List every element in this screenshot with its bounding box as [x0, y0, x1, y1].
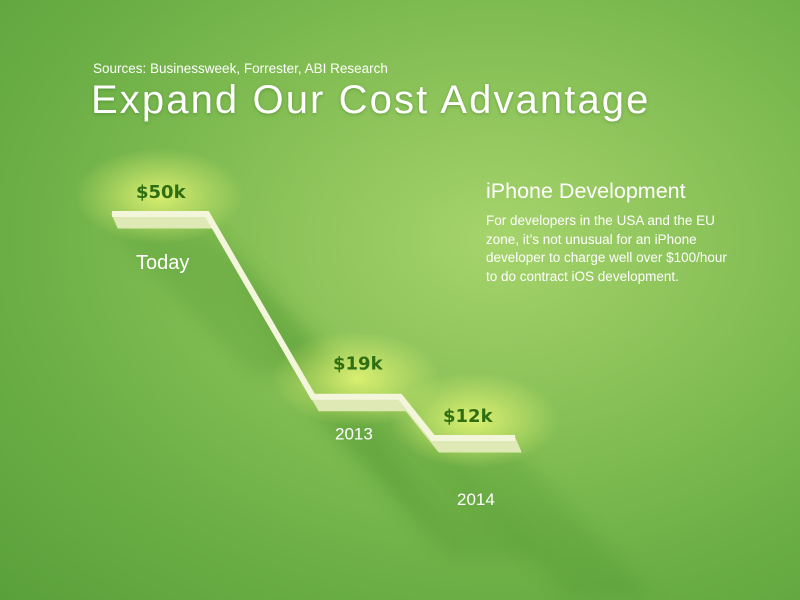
value-label: $19k [333, 354, 384, 375]
panel-body: For developers in the USA and the EU zon… [486, 213, 727, 284]
step-labels: $50k $19k $12k Today 2013 2014 [136, 182, 495, 509]
step-top-edge [112, 211, 515, 441]
value-label: $50k [136, 182, 187, 203]
value-label: $12k [443, 406, 494, 427]
category-label: 2013 [335, 425, 373, 444]
sources-caption: Sources: Businessweek, Forrester, ABI Re… [93, 61, 388, 76]
shadow-segment [433, 452, 655, 599]
shadow-segment [313, 410, 540, 558]
step-line [111, 211, 522, 453]
info-panel: iPhone Development For developers in the… [486, 179, 736, 286]
category-label: Today [136, 252, 189, 274]
category-label: 2014 [457, 490, 495, 509]
panel-heading: iPhone Development [486, 179, 686, 203]
page-title: Expand Our Cost Advantage [91, 78, 651, 122]
